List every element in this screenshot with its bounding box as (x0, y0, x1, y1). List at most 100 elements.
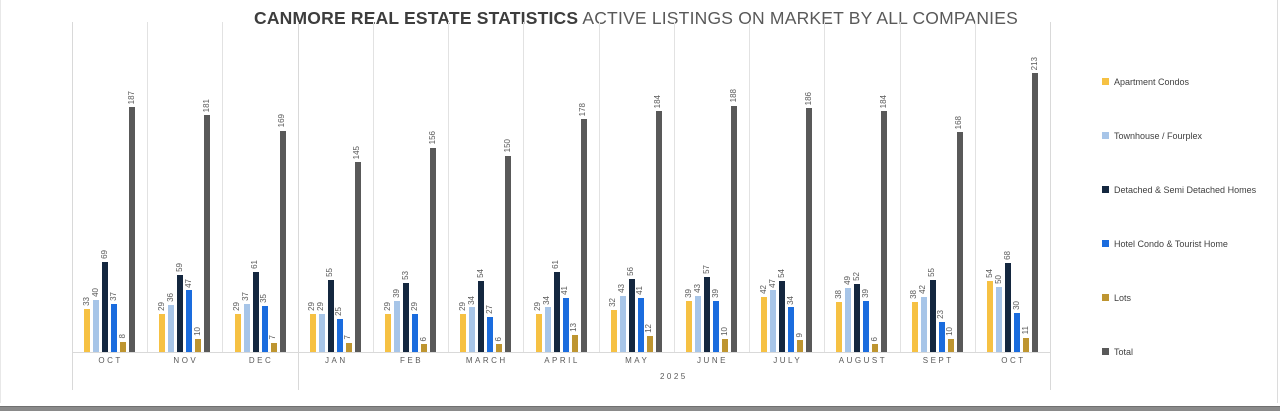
bar-total (279, 130, 286, 352)
bar-detached-semi-detached-homes (102, 261, 109, 352)
bar-group-dec-2: 29 37 61 35 7 169 (222, 22, 297, 352)
bar-cell: 43 (617, 22, 626, 352)
bar-total (129, 107, 136, 352)
bar-cell: 54 (776, 22, 786, 352)
bar-value-label: 39 (391, 289, 401, 298)
bar-lots (120, 341, 127, 352)
bar-cell: 186 (803, 22, 813, 352)
bar-cell: 50 (993, 22, 1003, 352)
bar-apartment-condos (159, 314, 166, 352)
bar-cell: 10 (945, 22, 955, 352)
bar-cell: 11 (1021, 22, 1030, 352)
bar-detached-semi-detached-homes (703, 277, 710, 352)
bar-value-label: 38 (834, 290, 844, 300)
bar-value-label: 6 (870, 336, 880, 342)
bar-total (881, 111, 888, 352)
bar-apartment-condos (309, 314, 316, 352)
bar-value-label: 25 (334, 307, 344, 317)
legend: Apartment Condos Townhouse / Fourplex Deta… (1102, 76, 1272, 400)
year-separator-line (72, 22, 73, 390)
bar-hotel-condo-tourist-home (186, 290, 193, 352)
bar-cell: 54 (985, 22, 994, 352)
bar-apartment-condos (911, 302, 918, 352)
bar-cell: 37 (241, 22, 250, 352)
bar-cell: 213 (1030, 22, 1039, 352)
bar-cell: 53 (400, 22, 410, 352)
legend-item-apartment-condos: Apartment Condos (1102, 76, 1272, 87)
legend-label: Apartment Condos (1114, 76, 1190, 87)
bar-cell: 39 (861, 22, 870, 352)
bar-value-label: 7 (343, 335, 353, 340)
bar-cell: 169 (277, 22, 286, 352)
bar-cell: 9 (795, 22, 804, 352)
bar-value-label: 156 (427, 131, 437, 145)
bar-value-label: 178 (578, 102, 588, 116)
legend-swatch-icon (1102, 132, 1109, 139)
bar-value-label: 54 (776, 269, 786, 279)
bar-cell: 33 (81, 22, 91, 352)
bar-cell: 27 (485, 22, 494, 352)
bar-lots (496, 344, 503, 352)
bar-value-label: 10 (945, 327, 955, 336)
bar-cell: 42 (759, 22, 768, 352)
category-gridline (147, 22, 149, 352)
bar-cell: 61 (250, 22, 259, 352)
bar-value-label: 39 (710, 289, 720, 298)
legend-label: Hotel Condo & Tourist Home (1114, 238, 1228, 249)
bar-cell: 23 (936, 22, 945, 352)
bar-cell: 29 (533, 22, 542, 352)
bar-townhouse-fourplex (93, 299, 100, 352)
bar-apartment-condos (761, 297, 768, 352)
bar-cell: 34 (542, 22, 551, 352)
bar-group-oct-12: 54 50 68 30 11 213 (975, 22, 1050, 352)
legend-label: Total (1114, 346, 1134, 357)
bar-value-label: 8 (117, 334, 127, 339)
bar-cell: 6 (419, 22, 428, 352)
bar-detached-semi-detached-homes (628, 278, 635, 352)
year-separator-line (1050, 22, 1051, 390)
chart-title-regular: ACTIVE LISTINGS ON MARKET BY ALL COMPANI… (578, 8, 1018, 28)
bar-total (505, 155, 512, 352)
legend-swatch-icon (1102, 240, 1109, 247)
bar-value-label: 55 (325, 268, 335, 277)
bar-value-label: 41 (635, 286, 645, 296)
bar-cell: 42 (918, 22, 927, 352)
bar-cell: 156 (427, 22, 437, 352)
bar-value-label: 50 (993, 274, 1003, 284)
bar-cell: 34 (466, 22, 476, 352)
bar-lots (270, 342, 277, 352)
bar-detached-semi-detached-homes (252, 272, 259, 352)
bar-total (655, 111, 662, 352)
bar-cell: 145 (352, 22, 361, 352)
bar-cell: 178 (578, 22, 588, 352)
bar-townhouse-fourplex (243, 303, 250, 352)
bar-value-label: 13 (569, 323, 579, 332)
bar-total (730, 105, 737, 352)
bar-value-label: 186 (803, 92, 813, 106)
bar-value-label: 53 (400, 270, 410, 280)
bar-value-label: 33 (81, 296, 91, 306)
category-gridline (824, 22, 826, 352)
chart-title: CANMORE REAL ESTATE STATISTICS ACTIVE LI… (0, 8, 1272, 29)
bar-cell: 69 (100, 22, 109, 352)
bar-value-label: 29 (409, 302, 419, 312)
bar-cell: 39 (391, 22, 401, 352)
bar-total (806, 108, 813, 352)
bar-lots (1022, 337, 1029, 352)
bar-group-may-7: 32 43 56 41 12 184 (599, 22, 674, 352)
bar-value-label: 187 (126, 90, 136, 105)
bar-value-label: 41 (560, 286, 570, 296)
bar-value-label: 34 (466, 295, 476, 305)
x-axis-year-row: 2025 (72, 372, 1050, 386)
bar-value-label: 29 (382, 302, 392, 312)
bottom-edge (0, 406, 1280, 411)
bar-townhouse-fourplex (770, 290, 777, 352)
bar-hotel-condo-tourist-home (938, 321, 945, 352)
bar-cell: 10 (193, 22, 202, 352)
bar-apartment-condos (460, 314, 467, 352)
bar-cell: 34 (786, 22, 795, 352)
bar-value-label: 52 (852, 272, 862, 281)
bar-cell: 52 (852, 22, 862, 352)
bar-cell: 35 (259, 22, 268, 352)
category-gridline (523, 22, 525, 352)
